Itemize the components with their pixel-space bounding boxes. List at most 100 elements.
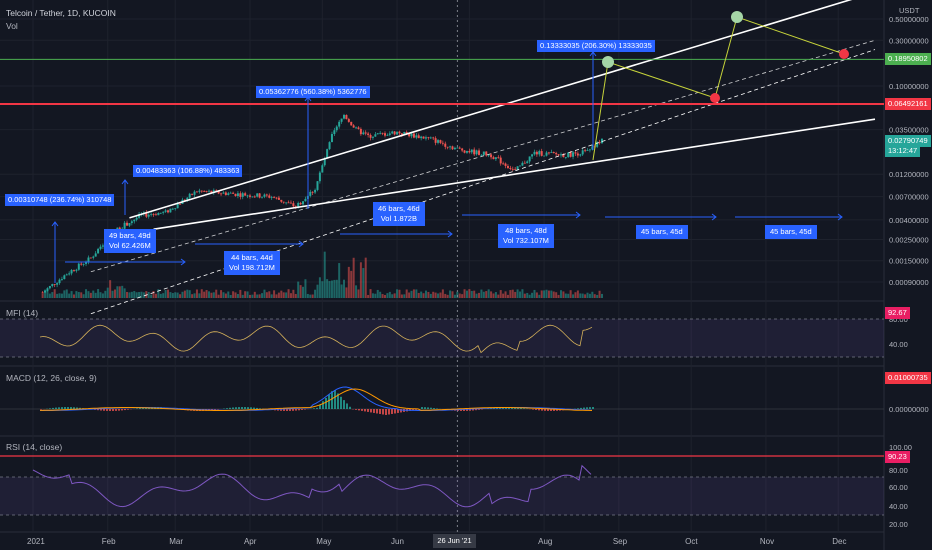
range-arrow-head — [298, 240, 304, 248]
macd-histogram-bar — [382, 409, 384, 415]
candle-body — [540, 151, 543, 156]
volume-bar — [217, 294, 220, 298]
volume-bar — [576, 290, 579, 298]
price-axis-tick: 0.03500000 — [889, 126, 929, 135]
macd-histogram-bar — [277, 409, 279, 411]
volume-bar — [499, 290, 502, 298]
candle-body — [205, 191, 208, 192]
candle-body — [492, 157, 495, 160]
candle-body — [340, 118, 343, 122]
volume-bar — [222, 292, 225, 298]
volume-bar — [140, 291, 143, 298]
macd-title[interactable]: MACD (12, 26, close, 9) — [6, 373, 97, 383]
macd-histogram-bar — [337, 393, 339, 409]
candle-body — [321, 165, 324, 173]
volume-bar — [359, 262, 362, 298]
volume-bar — [424, 290, 427, 298]
volume-bar — [371, 293, 374, 298]
candle-body — [475, 150, 478, 155]
candle-body — [261, 196, 264, 198]
rsi-title[interactable]: RSI (14, close) — [6, 442, 63, 452]
volume-bar — [99, 292, 102, 298]
mfi-title[interactable]: MFI (14) — [6, 308, 39, 318]
volume-bar — [490, 291, 493, 298]
volume-bar — [205, 290, 208, 298]
volume-bar — [210, 292, 213, 298]
volume-bar — [65, 289, 68, 298]
volume-bar — [564, 293, 567, 298]
candle-body — [154, 214, 157, 216]
macd-histogram-bar — [367, 409, 369, 412]
candle-body — [63, 275, 66, 280]
volume-bar — [468, 289, 471, 298]
mfi-axis-tick: 40.00 — [889, 340, 908, 349]
candle-body — [381, 132, 384, 134]
candle-body — [398, 131, 401, 134]
candle-body — [596, 141, 599, 147]
volume-bar — [316, 284, 319, 298]
candle-body — [451, 146, 454, 150]
symbol-title[interactable]: Telcoin / Tether, 1D, KUCOIN — [6, 8, 116, 18]
macd-signal-line — [40, 388, 593, 411]
macd-histogram-bar — [592, 407, 594, 409]
range-arrow-head — [180, 258, 186, 266]
macd-histogram-bar — [460, 409, 462, 411]
macd-histogram-bar — [322, 401, 324, 409]
candle-body — [239, 193, 242, 197]
volume-bar — [369, 289, 372, 298]
candle-body — [174, 208, 177, 210]
volume-bar — [543, 290, 546, 298]
dashed-trend-line — [90, 39, 876, 273]
candle-body — [232, 192, 235, 194]
candle-body — [557, 154, 560, 156]
candle-body — [511, 168, 514, 170]
volume-bar — [253, 291, 256, 298]
macd-histogram-bar — [73, 407, 75, 409]
candle-body — [490, 154, 493, 158]
macd-axis-tick: 0.00000000 — [889, 405, 929, 414]
volume-bar — [343, 279, 346, 298]
candle-body — [458, 147, 461, 149]
macd-histogram-bar — [115, 409, 117, 411]
measure-label: 0.00483363 (106.88%) 483363 — [133, 165, 243, 177]
mfi-line — [39, 324, 593, 354]
candle-body — [193, 191, 196, 195]
volume-bar — [393, 293, 396, 298]
candle-body — [485, 151, 488, 156]
range-label: 48 bars, 48d Vol 732.107M — [498, 224, 554, 248]
macd-histogram-bar — [55, 407, 57, 409]
candle-body — [584, 150, 587, 152]
candle-body — [429, 137, 432, 139]
candle-body — [328, 142, 331, 150]
volume-bar — [186, 289, 189, 298]
volume-bar — [350, 270, 353, 298]
volume-bar — [89, 292, 92, 298]
volume-bar — [138, 292, 141, 298]
candle-body — [379, 132, 382, 134]
volume-bar — [133, 291, 136, 298]
volume-bar — [116, 286, 119, 298]
candle-body — [545, 152, 548, 156]
macd-histogram-bar — [67, 407, 69, 409]
candle-body — [359, 128, 362, 135]
macd-histogram-bar — [283, 409, 285, 411]
volume-bar — [287, 289, 290, 298]
vol-legend[interactable]: Vol — [6, 21, 18, 31]
candle-body — [171, 208, 174, 210]
candle-body — [167, 210, 170, 213]
channel-upper-line — [129, 0, 853, 219]
volume-bar — [487, 289, 490, 298]
candle-body — [234, 193, 237, 196]
candle-body — [562, 154, 565, 158]
volume-bar — [598, 290, 601, 298]
macd-histogram-bar — [64, 407, 66, 409]
volume-bar — [388, 291, 391, 298]
volume-bar — [56, 293, 59, 298]
macd-histogram-bar — [325, 397, 327, 409]
macd-histogram-bar — [244, 407, 246, 409]
volume-bar — [297, 281, 300, 298]
volume-bar — [408, 292, 411, 298]
volume-bar — [321, 281, 324, 298]
